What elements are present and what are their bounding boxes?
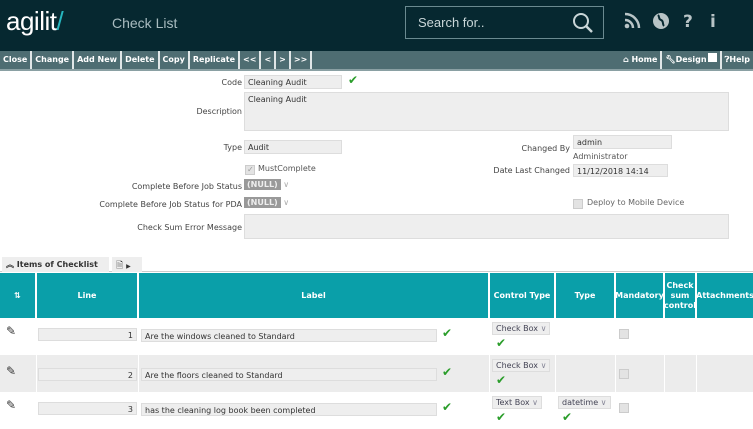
table-row: ✎ 1 Are the windows cleaned to Standard ✔ Ch… bbox=[0, 318, 753, 355]
edit-icon[interactable]: ✎ bbox=[6, 398, 17, 412]
line-field[interactable]: 3 bbox=[38, 402, 137, 415]
cbjs-pda-label: Complete Before Job Status for PDA bbox=[99, 200, 242, 209]
type-select[interactable]: datetime ∨ bbox=[558, 396, 611, 409]
mandatory-checkbox[interactable] bbox=[619, 403, 629, 413]
check-icon: ✔ bbox=[442, 365, 453, 379]
mandatory-checkbox[interactable] bbox=[619, 329, 629, 339]
label-field[interactable]: Are the windows cleaned to Standard bbox=[141, 329, 437, 342]
deploy-label: Deploy to Mobile Device bbox=[587, 198, 685, 207]
col-attachments[interactable]: Attachments bbox=[696, 290, 753, 300]
toolbar: Close Change Add New Delete Copy Replica… bbox=[0, 51, 753, 71]
chevron-down-icon: ∨ bbox=[600, 398, 607, 407]
col-type[interactable]: Type bbox=[556, 273, 616, 318]
date-label: Date Last Changed bbox=[493, 166, 570, 175]
check-icon: ✔ bbox=[496, 373, 507, 387]
control-type-select[interactable]: Check Box ∨ bbox=[492, 359, 551, 372]
prev-button[interactable]: < bbox=[261, 51, 277, 69]
edit-icon[interactable]: ✎ bbox=[6, 324, 17, 338]
chevron-down-icon: ∨ bbox=[532, 398, 538, 407]
check-icon: ✔ bbox=[562, 410, 573, 424]
chevron-down-icon: ∨ bbox=[540, 324, 547, 333]
first-button[interactable]: << bbox=[240, 51, 262, 69]
col-check-sum[interactable]: Check sum control bbox=[664, 273, 697, 318]
chevron-down-icon: ∨ bbox=[280, 198, 290, 207]
chevron-down-icon: ∨ bbox=[280, 180, 290, 189]
date-field: 11/12/2018 14:14 bbox=[573, 164, 668, 177]
table-row: ✎ 2 Are the floors cleaned to Standard ✔ Che… bbox=[0, 355, 753, 392]
check-icon: ✔ bbox=[348, 73, 359, 87]
info-icon[interactable]: i bbox=[710, 12, 716, 32]
type-label: Type bbox=[223, 143, 242, 152]
design-toggle[interactable] bbox=[707, 53, 717, 62]
home-button[interactable]: ⌂ Home bbox=[622, 55, 658, 64]
wrench-icon: 🔧︎ bbox=[665, 55, 676, 64]
question-icon[interactable]: ? bbox=[683, 12, 693, 32]
collapse-icon: ︽ bbox=[6, 260, 14, 269]
chevron-down-icon: ∨ bbox=[540, 361, 547, 370]
col-control-type[interactable]: Control Type bbox=[490, 273, 556, 318]
tab-bar bbox=[0, 256, 753, 272]
description-field[interactable]: Cleaning Audit bbox=[244, 92, 729, 131]
label-field[interactable]: Are the floors cleaned to Standard bbox=[141, 368, 437, 381]
page-title: Check List bbox=[112, 15, 178, 31]
label-field[interactable]: has the cleaning log book been completed bbox=[141, 403, 437, 416]
home-icon: ⌂ bbox=[622, 55, 629, 64]
excel-icon: 🗎︎ bbox=[116, 261, 124, 271]
globe-icon[interactable] bbox=[652, 12, 670, 35]
add-new-button[interactable]: Add New bbox=[74, 51, 123, 69]
mandatory-checkbox[interactable] bbox=[619, 369, 629, 379]
logo[interactable]: agilit/ bbox=[6, 6, 64, 36]
line-field[interactable]: 2 bbox=[38, 368, 137, 381]
cbjs-pda-select[interactable]: (NULL) ∨ bbox=[244, 197, 290, 208]
col-mandatory[interactable]: Mandatory bbox=[615, 273, 665, 318]
check-icon: ✔ bbox=[442, 326, 453, 340]
help-button[interactable]: ❓︎Help bbox=[719, 51, 753, 69]
deploy-checkbox[interactable] bbox=[573, 199, 583, 209]
cbjs-label: Complete Before Job Status bbox=[131, 182, 242, 191]
code-field[interactable]: Cleaning Audit bbox=[244, 75, 342, 89]
replicate-button[interactable]: Replicate bbox=[190, 51, 241, 69]
check-icon: ✔ bbox=[496, 336, 507, 350]
check-icon: ✔ bbox=[442, 400, 453, 414]
next-button[interactable]: > bbox=[276, 51, 291, 69]
changed-by-name: Administrator bbox=[573, 152, 628, 161]
control-type-select[interactable]: Text Box ∨ bbox=[492, 396, 542, 409]
delete-button[interactable]: Delete bbox=[122, 51, 160, 69]
col-label[interactable]: Label bbox=[139, 273, 490, 318]
tab-items-of-checklist[interactable]: ︽ Items of Checklist bbox=[2, 257, 109, 272]
sort-icon[interactable]: ⇅ bbox=[0, 273, 37, 318]
design-button[interactable]: 🔧︎Design bbox=[660, 51, 719, 69]
edit-icon[interactable]: ✎ bbox=[6, 364, 17, 378]
copy-button[interactable]: Copy bbox=[160, 51, 190, 69]
must-complete-checkbox[interactable]: ✓ bbox=[245, 165, 255, 175]
description-label: Description bbox=[196, 107, 242, 116]
rss-icon[interactable] bbox=[624, 12, 641, 34]
changed-by-label: Changed By bbox=[521, 144, 570, 153]
change-button[interactable]: Change bbox=[32, 51, 75, 69]
last-button[interactable]: >> bbox=[291, 51, 313, 69]
code-label: Code bbox=[221, 78, 242, 87]
search-input[interactable]: Search for.. bbox=[405, 6, 604, 39]
line-field[interactable]: 1 bbox=[38, 328, 137, 341]
control-type-select[interactable]: Check Box ∨ bbox=[492, 322, 551, 335]
changed-by-field: admin bbox=[573, 135, 672, 149]
table-row: ✎ 3 has the cleaning log book been complet… bbox=[0, 392, 753, 429]
csem-field[interactable] bbox=[244, 214, 729, 239]
close-button[interactable]: Close bbox=[0, 51, 33, 69]
cbjs-select[interactable]: (NULL) ∨ bbox=[244, 179, 290, 190]
must-complete-label: MustComplete bbox=[258, 164, 316, 173]
excel-export-button[interactable]: 🗎︎ ▶ bbox=[112, 257, 142, 272]
csem-label: Check Sum Error Message bbox=[137, 223, 242, 232]
col-line[interactable]: Line bbox=[37, 273, 139, 318]
check-icon: ✔ bbox=[496, 410, 507, 424]
search-icon[interactable] bbox=[572, 12, 594, 34]
table-header: ⇅ Line Label Control Type Type Mandatory… bbox=[0, 273, 753, 318]
help-icon: ❓︎ bbox=[724, 55, 730, 64]
arrow-right-icon: ▶ bbox=[126, 263, 131, 270]
type-field[interactable]: Audit bbox=[244, 140, 342, 154]
